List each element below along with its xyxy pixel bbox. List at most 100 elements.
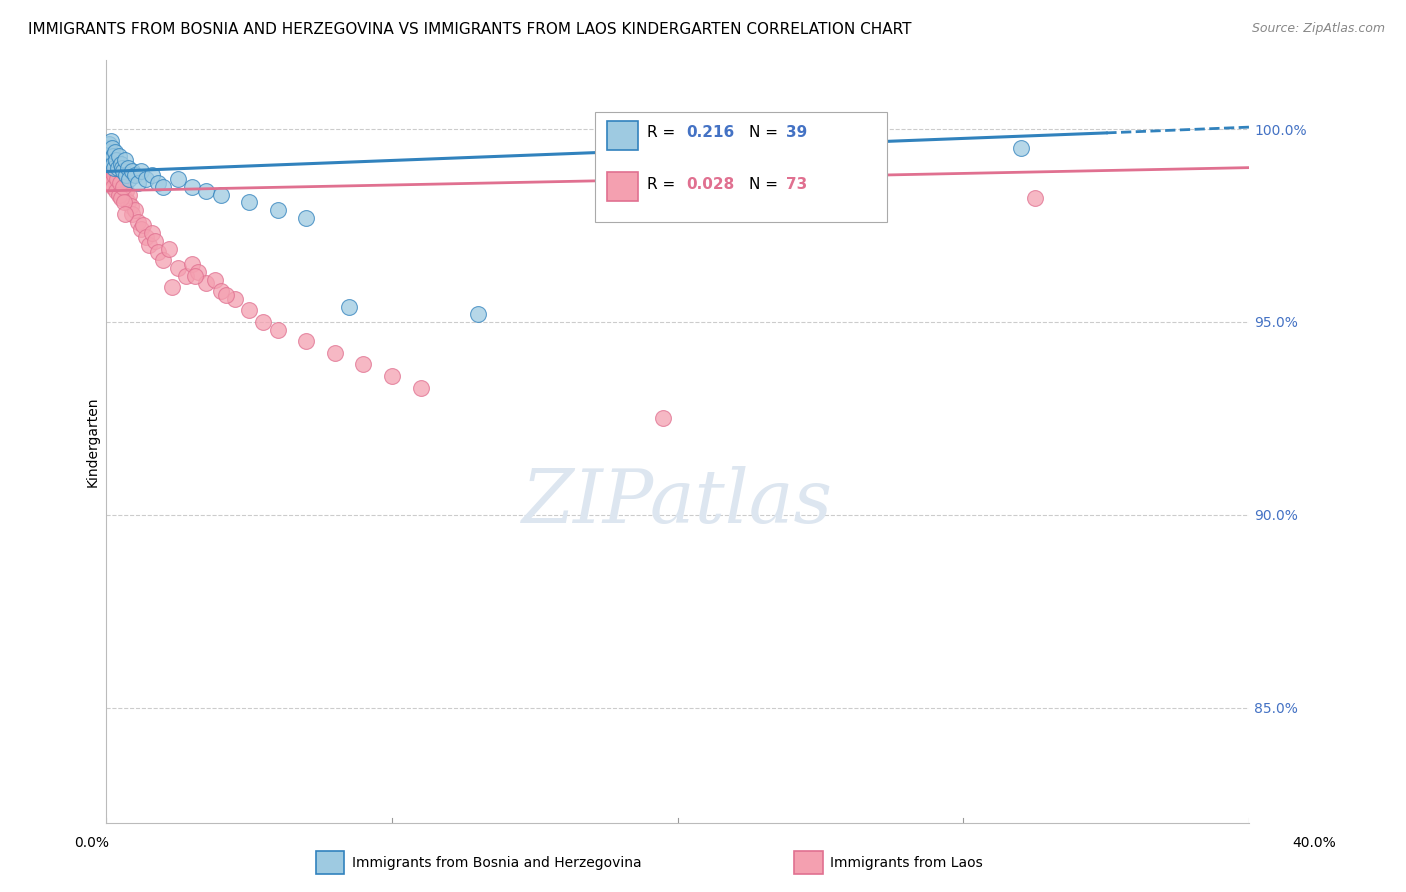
Text: R =: R = bbox=[647, 125, 681, 140]
Point bbox=[105, 153, 128, 167]
Point bbox=[381, 368, 404, 383]
Text: R =: R = bbox=[647, 177, 681, 192]
Point bbox=[174, 268, 197, 283]
Point bbox=[238, 303, 260, 318]
Point bbox=[110, 157, 132, 171]
Point bbox=[224, 292, 246, 306]
Point bbox=[104, 145, 127, 160]
Point bbox=[101, 153, 124, 167]
Point bbox=[129, 164, 152, 178]
Point bbox=[105, 164, 128, 178]
Point bbox=[98, 141, 121, 155]
Point bbox=[146, 245, 169, 260]
Point bbox=[295, 211, 318, 225]
Text: Source: ZipAtlas.com: Source: ZipAtlas.com bbox=[1251, 22, 1385, 36]
Point bbox=[100, 161, 122, 175]
Point bbox=[111, 161, 134, 175]
Point bbox=[135, 172, 157, 186]
Point bbox=[101, 149, 124, 163]
Point bbox=[1024, 192, 1046, 206]
Point bbox=[108, 172, 131, 186]
Point bbox=[101, 169, 124, 183]
Point bbox=[118, 172, 141, 186]
Point bbox=[409, 380, 432, 394]
Point bbox=[103, 169, 125, 183]
Point bbox=[127, 214, 149, 228]
Point bbox=[100, 176, 122, 190]
Point bbox=[215, 288, 238, 302]
Point bbox=[209, 187, 232, 202]
Text: 0.0%: 0.0% bbox=[75, 836, 108, 850]
Text: Immigrants from Laos: Immigrants from Laos bbox=[830, 855, 983, 870]
Point bbox=[103, 172, 125, 186]
Point bbox=[98, 145, 121, 160]
Point bbox=[166, 172, 188, 186]
Point bbox=[124, 202, 146, 217]
Point bbox=[107, 169, 129, 183]
Point bbox=[108, 176, 131, 190]
Point bbox=[114, 153, 136, 167]
Point bbox=[118, 187, 141, 202]
Text: Immigrants from Bosnia and Herzegovina: Immigrants from Bosnia and Herzegovina bbox=[352, 855, 641, 870]
Point bbox=[110, 192, 132, 206]
Point bbox=[114, 207, 136, 221]
Point bbox=[141, 169, 163, 183]
Point bbox=[266, 323, 288, 337]
Point bbox=[100, 153, 122, 167]
Point bbox=[652, 411, 675, 425]
Point bbox=[209, 284, 232, 298]
Point bbox=[152, 180, 174, 194]
Point bbox=[103, 161, 125, 175]
Point bbox=[138, 237, 160, 252]
Point bbox=[108, 149, 131, 163]
Point bbox=[117, 195, 139, 210]
Point bbox=[467, 307, 489, 321]
Point bbox=[127, 176, 149, 190]
Point bbox=[195, 277, 218, 291]
Point bbox=[98, 153, 121, 167]
Point bbox=[112, 164, 135, 178]
Point bbox=[97, 149, 120, 163]
Point bbox=[181, 180, 204, 194]
Text: N =: N = bbox=[749, 125, 783, 140]
Point bbox=[1010, 141, 1032, 155]
Point bbox=[97, 161, 120, 175]
Point bbox=[103, 161, 125, 175]
Point bbox=[352, 357, 374, 371]
Point bbox=[104, 176, 127, 190]
Text: 0.216: 0.216 bbox=[686, 125, 734, 140]
Point bbox=[204, 272, 226, 286]
Point bbox=[181, 257, 204, 271]
Point bbox=[112, 176, 135, 190]
Point bbox=[105, 172, 128, 186]
Point bbox=[104, 184, 127, 198]
Point bbox=[152, 253, 174, 268]
Point bbox=[100, 134, 122, 148]
Point bbox=[100, 164, 122, 178]
Point bbox=[295, 334, 318, 349]
Point bbox=[238, 195, 260, 210]
Point bbox=[135, 230, 157, 244]
Text: 73: 73 bbox=[786, 177, 807, 192]
Point bbox=[101, 180, 124, 194]
Point bbox=[129, 222, 152, 236]
Point bbox=[104, 157, 127, 171]
Point bbox=[114, 192, 136, 206]
Point bbox=[115, 184, 138, 198]
Point bbox=[98, 157, 121, 171]
Text: IMMIGRANTS FROM BOSNIA AND HERZEGOVINA VS IMMIGRANTS FROM LAOS KINDERGARTEN CORR: IMMIGRANTS FROM BOSNIA AND HERZEGOVINA V… bbox=[28, 22, 911, 37]
Point bbox=[146, 176, 169, 190]
Text: N =: N = bbox=[749, 177, 783, 192]
Point bbox=[120, 199, 142, 213]
Point bbox=[97, 169, 120, 183]
Point bbox=[124, 169, 146, 183]
Point bbox=[160, 280, 183, 294]
Point bbox=[107, 184, 129, 198]
Point bbox=[97, 145, 120, 160]
Point bbox=[98, 137, 121, 152]
Point bbox=[157, 242, 180, 256]
Point bbox=[97, 153, 120, 167]
Point bbox=[97, 141, 120, 155]
Text: 0.028: 0.028 bbox=[686, 177, 734, 192]
Text: 39: 39 bbox=[786, 125, 807, 140]
